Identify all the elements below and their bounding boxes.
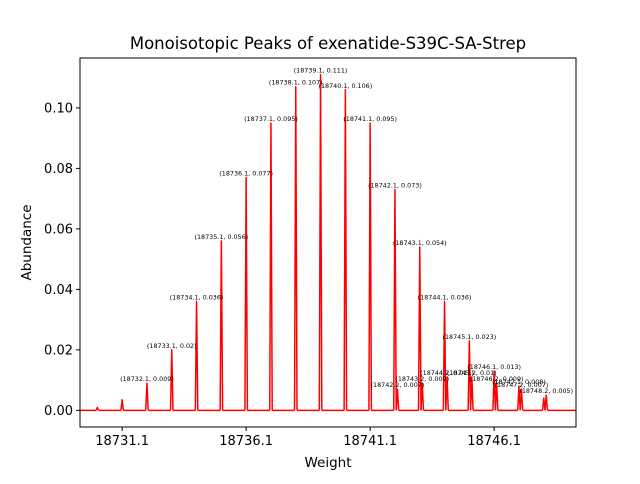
peak-data-label: (18748.2, 0.005) xyxy=(519,387,573,395)
peak-line xyxy=(516,385,521,411)
peak-line xyxy=(293,85,298,411)
axis-ticks: 18731.1 18736.1 18741.1 18746.1 0.00 0.02 0.04… xyxy=(44,101,521,449)
peak-data-label: (18746.2, 0.009) xyxy=(470,375,524,383)
x-axis-label: Weight xyxy=(304,455,351,471)
peak-line xyxy=(219,240,224,411)
peak-data-label: (18736.1, 0.077) xyxy=(219,169,273,177)
peak-line xyxy=(494,382,499,411)
y-tick-label: 0.02 xyxy=(44,343,73,358)
peak-line xyxy=(420,382,425,411)
peak-line xyxy=(120,399,125,411)
peak-data-label: (18744.1, 0.036) xyxy=(418,293,472,301)
peak-line xyxy=(343,89,348,411)
peak-data-label: (18738.1, 0.107) xyxy=(269,79,323,87)
peak-line xyxy=(417,246,422,411)
peak-line xyxy=(544,394,549,411)
peak-data-label: (18746.1, 0.013) xyxy=(467,363,521,371)
peak-data-label: (18747.1, 0.008) xyxy=(492,378,546,386)
peak-line xyxy=(519,388,524,411)
peak-data-label: (18745.1, 0.023) xyxy=(442,333,496,341)
axes-frame xyxy=(79,57,577,428)
x-tick-label: 18746.1 xyxy=(467,434,521,449)
peak-line xyxy=(144,382,149,411)
peak-data-label: (18741.1, 0.095) xyxy=(343,115,397,123)
peak-data-label: (18735.1, 0.056) xyxy=(194,233,248,241)
peak-line xyxy=(392,188,397,411)
peak-line xyxy=(169,349,174,411)
peak-data-label: (18742.2, 0.007) xyxy=(371,381,425,389)
peak-data-label: (18733.1, 0.02) xyxy=(147,342,197,350)
peak-data-label: (18745.2, 0.01) xyxy=(447,369,497,377)
peak-data-label: (18743.1, 0.054) xyxy=(393,239,447,247)
peak-data-label: (18744.2, 0.011) xyxy=(420,369,474,377)
peak-line xyxy=(469,376,474,411)
x-tick-label: 18741.1 xyxy=(343,434,397,449)
peak-data-label: (18743.2, 0.009) xyxy=(395,375,449,383)
peak-data-label: (18737.1, 0.095) xyxy=(244,115,298,123)
peak-line xyxy=(368,122,373,411)
peak-line xyxy=(318,73,323,411)
peak-line xyxy=(95,406,100,411)
y-axis-label: Abundance xyxy=(19,204,35,280)
peak-data-label: (18740.1, 0.106) xyxy=(318,82,372,90)
peak-data-label: (18747.2, 0.007) xyxy=(495,381,549,389)
peak-line xyxy=(395,388,400,411)
peak-data-label: (18734.1, 0.036) xyxy=(170,293,224,301)
y-tick-label: 0.00 xyxy=(44,404,73,419)
peak-line xyxy=(467,340,472,411)
peak-line xyxy=(442,300,447,411)
peak-line xyxy=(268,122,273,411)
chart-title: Monoisotopic Peaks of exenatide-S39C-SA-… xyxy=(130,34,526,53)
peak-line xyxy=(445,376,450,411)
peak-line xyxy=(194,300,199,411)
peak-line xyxy=(492,370,497,411)
y-tick-label: 0.08 xyxy=(44,162,73,177)
peak-data-label: (18732.1, 0.009) xyxy=(120,375,174,383)
plot-area: (18732.1, 0.009) (18733.1, 0.02) (18734.1,… xyxy=(80,67,576,412)
y-tick-label: 0.10 xyxy=(44,101,73,116)
peak-data-label: (18742.1, 0.073) xyxy=(368,182,422,190)
x-tick-label: 18731.1 xyxy=(95,434,149,449)
y-tick-label: 0.06 xyxy=(44,222,73,237)
y-tick-label: 0.04 xyxy=(44,283,73,298)
x-tick-label: 18736.1 xyxy=(219,434,273,449)
peak-data-label: (18739.1, 0.111) xyxy=(294,67,348,75)
peak-line xyxy=(244,176,249,411)
